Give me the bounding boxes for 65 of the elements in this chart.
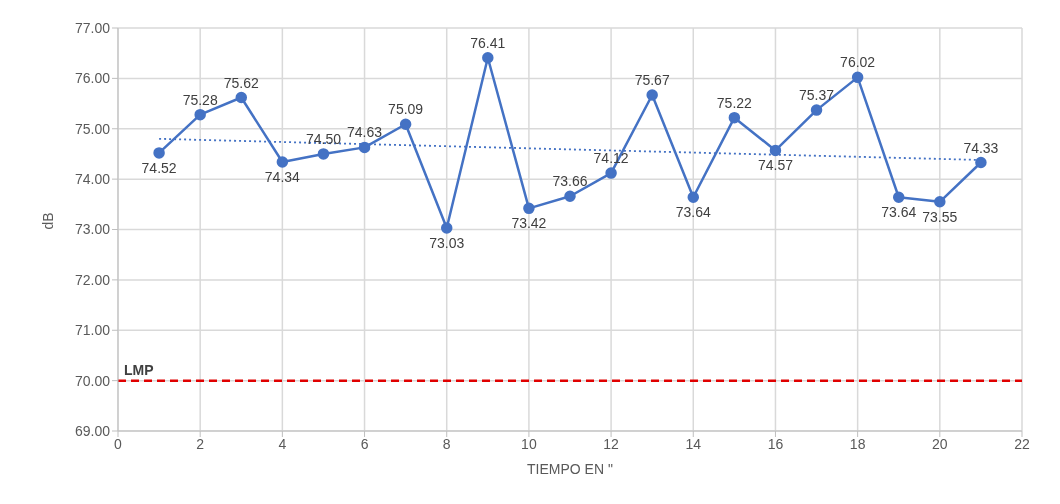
y-tick-label: 71.00 (74, 322, 111, 339)
x-tick-label: 0 (114, 435, 123, 452)
y-tick-label: 69.00 (74, 422, 111, 439)
data-label: 75.28 (182, 91, 218, 108)
point (564, 190, 576, 202)
point (194, 108, 206, 121)
x-tick-label: 16 (767, 435, 784, 452)
data-label: 74.52 (141, 159, 177, 176)
point (605, 167, 617, 179)
point (440, 222, 453, 234)
x-tick-label: 8 (442, 435, 451, 452)
data-label: 76.41 (470, 34, 506, 51)
y-tick-label: 72.00 (74, 271, 111, 288)
point (399, 118, 412, 130)
y-tick-label: 77.00 (74, 19, 111, 36)
x-axis-title: TIEMPO EN " (527, 461, 613, 477)
point (646, 89, 658, 101)
point (482, 51, 494, 64)
x-tick-label: 10 (521, 435, 537, 452)
data-label: 74.57 (757, 157, 794, 174)
data-label: 75.09 (388, 101, 424, 118)
x-tick-label: 12 (603, 435, 620, 452)
data-label: 74.33 (963, 139, 999, 156)
point (728, 111, 741, 124)
data-label: 74.50 (305, 130, 342, 147)
data-label: 75.22 (716, 94, 753, 111)
data-label: 73.64 (881, 204, 917, 221)
y-tick-label: 70.00 (74, 372, 111, 389)
point (851, 71, 864, 84)
x-tick-label: 14 (685, 435, 702, 452)
x-tick-label: 18 (849, 435, 866, 452)
x-tick-label: 22 (1014, 435, 1030, 452)
point (810, 104, 823, 116)
data-label: 75.37 (799, 87, 835, 104)
data-label: 73.42 (511, 215, 547, 232)
data-label: 74.34 (264, 168, 301, 185)
point (153, 147, 165, 159)
y-tick-label: 73.00 (74, 221, 111, 238)
point (934, 196, 946, 208)
point (276, 156, 289, 168)
point (235, 91, 248, 104)
data-label: 73.55 (922, 208, 958, 225)
point (317, 148, 330, 160)
y-tick-label: 74.00 (74, 171, 111, 188)
point (975, 156, 987, 169)
point (358, 141, 371, 154)
point (769, 144, 782, 157)
data-label: 74.63 (347, 124, 383, 141)
x-tick-label: 2 (196, 435, 205, 452)
data-label: 75.62 (223, 74, 259, 91)
x-tick-label: 20 (932, 435, 948, 452)
x-tick-label: 4 (278, 435, 287, 452)
x-tick-label: 6 (360, 435, 369, 452)
point (687, 191, 700, 204)
ref-line-label: LMP (124, 361, 154, 378)
point (892, 191, 905, 204)
point (523, 202, 535, 215)
y-axis-title: dB (39, 212, 56, 230)
y-tick-label: 76.00 (74, 70, 111, 87)
data-label: 73.64 (675, 204, 711, 221)
y-tick-label: 75.00 (74, 120, 111, 137)
data-label: 73.66 (552, 173, 588, 190)
data-label: 76.02 (840, 54, 876, 71)
data-label: 75.67 (634, 72, 670, 88)
data-label: 73.03 (429, 234, 465, 251)
